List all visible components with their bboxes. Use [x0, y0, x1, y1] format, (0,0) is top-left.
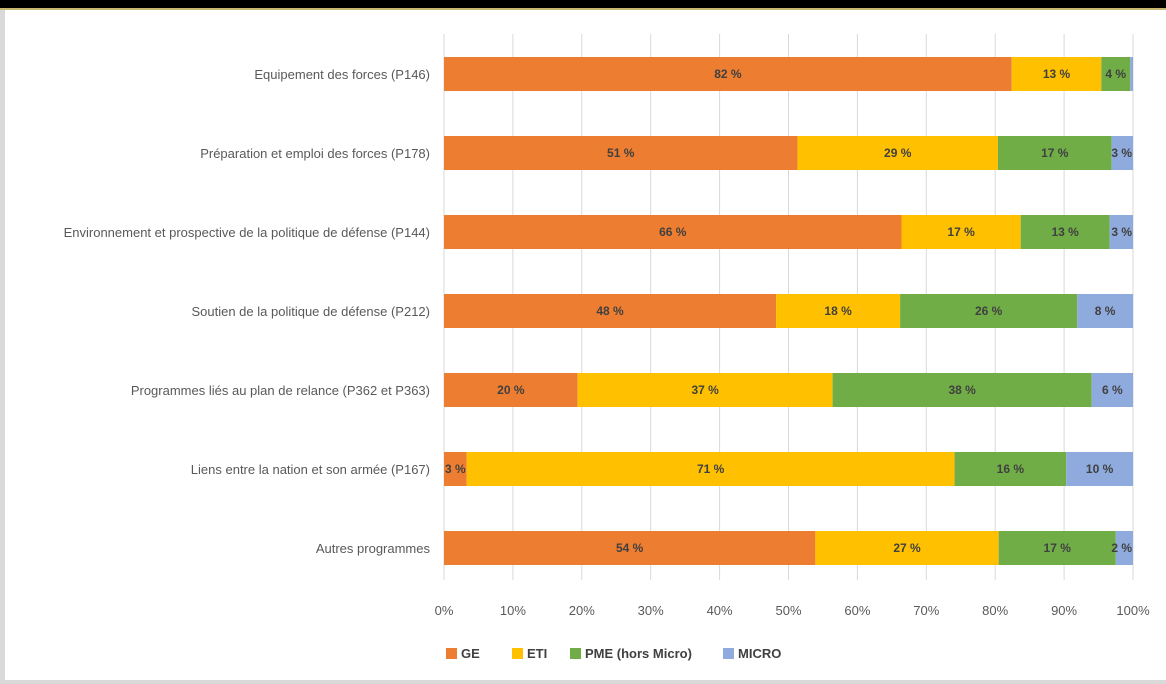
bar-segment — [901, 215, 1021, 249]
bar-segment — [1077, 294, 1133, 328]
bar-segment — [444, 531, 816, 565]
data-label: 26 % — [975, 304, 1003, 318]
data-label: 4 % — [1105, 67, 1126, 81]
data-label: 38 % — [948, 383, 976, 397]
category-label: Autres programmes — [316, 541, 431, 556]
legend-label: PME (hors Micro) — [585, 646, 692, 661]
data-label: 17 % — [1044, 541, 1072, 555]
data-label: 20 % — [497, 383, 525, 397]
x-tick-label: 20% — [569, 603, 595, 618]
bar-segment — [1115, 531, 1133, 565]
x-tick-label: 60% — [844, 603, 870, 618]
data-label: 3 % — [1111, 146, 1132, 160]
x-tick-label: 40% — [707, 603, 733, 618]
bar-segment — [1011, 57, 1102, 91]
data-label: 27 % — [893, 541, 921, 555]
legend-swatch — [723, 648, 734, 659]
data-label: 54 % — [616, 541, 644, 555]
data-label: 13 % — [1043, 67, 1071, 81]
data-label: 17 % — [947, 225, 975, 239]
legend: GE ETI PME (hors Micro) MICRO — [446, 646, 781, 661]
data-label: 13 % — [1051, 225, 1079, 239]
x-tick-label: 30% — [638, 603, 664, 618]
data-label: 8 % — [1095, 304, 1116, 318]
data-label: 82 % — [714, 67, 742, 81]
category-label: Programmes liés au plan de relance (P362… — [131, 383, 430, 398]
bar-segment — [832, 373, 1092, 407]
x-tick-label: 70% — [913, 603, 939, 618]
bar-segment — [1111, 136, 1133, 170]
data-label: 29 % — [884, 146, 912, 160]
data-label: 51 % — [607, 146, 635, 160]
x-tick-label: 10% — [500, 603, 526, 618]
x-tick-label: 80% — [982, 603, 1008, 618]
legend-label: GE — [461, 646, 480, 661]
data-label: 6 % — [1102, 383, 1123, 397]
data-label: 37 % — [691, 383, 719, 397]
legend-swatch — [446, 648, 457, 659]
legend-label: ETI — [527, 646, 547, 661]
bar-segment — [444, 373, 578, 407]
bar-segment — [776, 294, 901, 328]
category-label: Environnement et prospective de la polit… — [64, 225, 430, 240]
bar-segment — [1109, 215, 1133, 249]
bar-segment — [466, 452, 955, 486]
data-label: 17 % — [1041, 146, 1069, 160]
data-label: 3 % — [1111, 225, 1132, 239]
bars: 82 % 13 % 4 % 51 % 29 % 17 % 3 % 66 % 17 % 13 % 3 … — [444, 57, 1133, 565]
bar-segment — [444, 215, 902, 249]
data-label: 71 % — [697, 462, 725, 476]
legend-swatch — [570, 648, 581, 659]
bar-segment — [998, 531, 1116, 565]
category-label: Préparation et emploi des forces (P178) — [200, 146, 430, 161]
x-tick-label: 90% — [1051, 603, 1077, 618]
bar-segment — [577, 373, 833, 407]
data-label: 48 % — [596, 304, 624, 318]
legend-swatch — [512, 648, 523, 659]
bar-segment — [1066, 452, 1133, 486]
bar-segment — [444, 294, 777, 328]
data-label: 18 % — [824, 304, 852, 318]
data-label: 10 % — [1086, 462, 1114, 476]
bar-segment — [997, 136, 1112, 170]
data-label: 3 % — [445, 462, 466, 476]
x-tick-label: 50% — [775, 603, 801, 618]
bar-segment — [797, 136, 998, 170]
bar-segment — [1091, 373, 1133, 407]
category-labels: Equipement des forces (P146) Préparation … — [64, 67, 431, 556]
bar-segment — [815, 531, 999, 565]
bar-segment — [444, 452, 467, 486]
data-label: 16 % — [997, 462, 1025, 476]
bar-segment — [900, 294, 1078, 328]
x-tick-label: 0% — [435, 603, 454, 618]
bar-segment — [444, 57, 1012, 91]
category-label: Liens entre la nation et son armée (P167… — [191, 462, 430, 477]
bar-segment — [1101, 57, 1131, 91]
data-label: 2 % — [1111, 541, 1132, 555]
x-axis-ticks: 0% 10% 20% 30% 40% 50% 60% 70% 80% 90% 100% — [435, 603, 1150, 618]
category-label: Soutien de la politique de défense (P212… — [191, 304, 430, 319]
title-bar — [0, 0, 1166, 10]
bar-segment — [444, 136, 798, 170]
bar-segment — [1130, 57, 1133, 91]
bar-segment — [1020, 215, 1110, 249]
legend-label: MICRO — [738, 646, 781, 661]
bar-segment — [954, 452, 1067, 486]
category-label: Equipement des forces (P146) — [254, 67, 430, 82]
data-label: 66 % — [659, 225, 687, 239]
x-tick-label: 100% — [1116, 603, 1150, 618]
